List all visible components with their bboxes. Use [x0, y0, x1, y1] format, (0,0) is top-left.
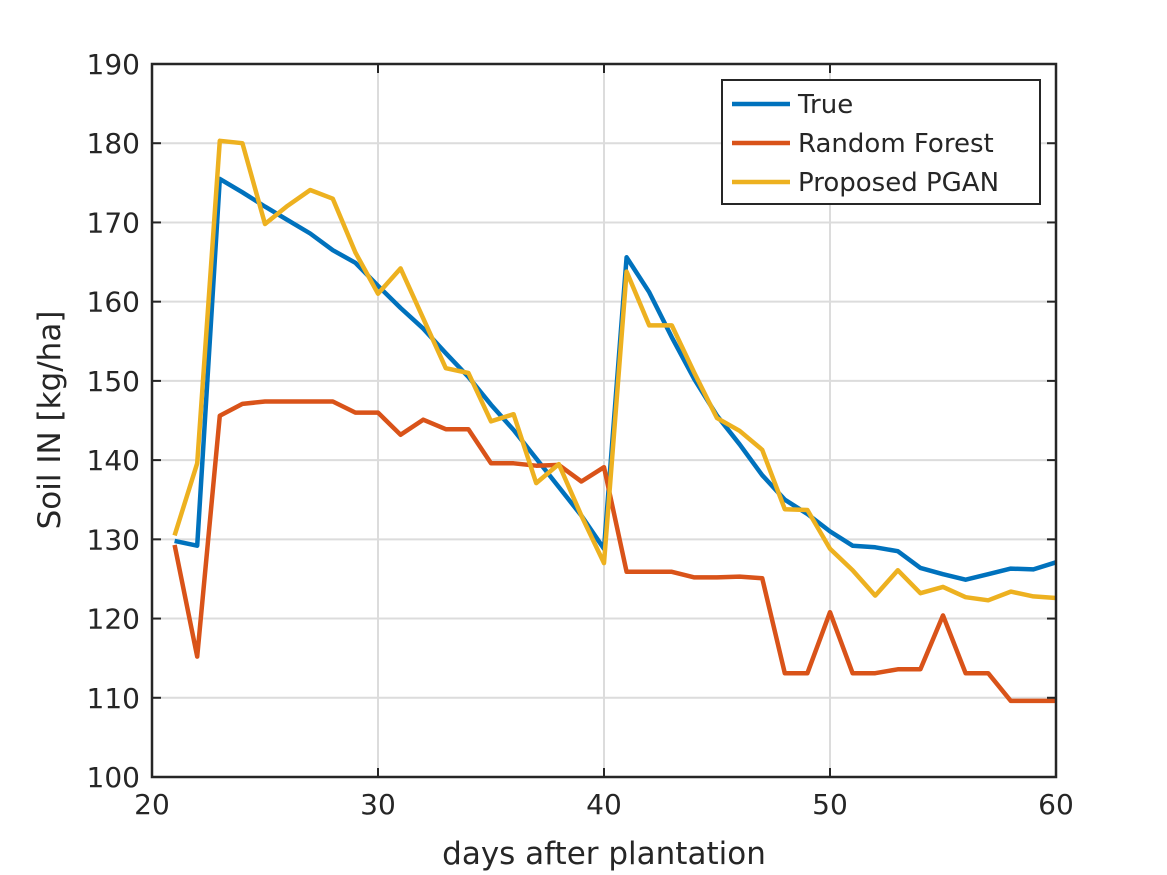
y-tick-label: 120: [87, 603, 140, 636]
y-tick-label: 100: [87, 761, 140, 794]
y-tick-label: 110: [87, 682, 140, 715]
data-series: [172, 138, 1057, 704]
legend-label: Random Forest: [798, 129, 994, 159]
legend-label: Proposed PGAN: [798, 168, 999, 198]
y-tick-label: 150: [87, 365, 140, 398]
grid-lines: [152, 64, 1056, 777]
legend: True Random Forest Proposed PGAN: [721, 79, 1041, 205]
y-tick-label: 140: [87, 444, 140, 477]
y-tick-label: 180: [87, 127, 140, 160]
axis-ticks: 20 30 40 50 60 100 110 120 130 140 150 160 170 180 190: [87, 48, 1074, 821]
y-tick-label: 130: [87, 523, 140, 556]
y-tick-label: 160: [87, 286, 140, 319]
x-axis-label: days after plantation: [442, 836, 766, 872]
y-tick-label: 170: [87, 206, 140, 239]
x-tick-label: 30: [360, 788, 396, 821]
series-line-proposed-pgan: [172, 138, 1057, 603]
y-tick-label: 190: [87, 48, 140, 81]
x-tick-label: 60: [1038, 788, 1074, 821]
series-line-random-forest: [172, 399, 1056, 704]
x-tick-label: 50: [812, 788, 848, 821]
legend-label: True: [797, 90, 853, 120]
y-axis-label: Soil IN [kg/ha]: [32, 311, 68, 530]
x-tick-label: 40: [586, 788, 622, 821]
x-tick-label: 20: [134, 788, 170, 821]
